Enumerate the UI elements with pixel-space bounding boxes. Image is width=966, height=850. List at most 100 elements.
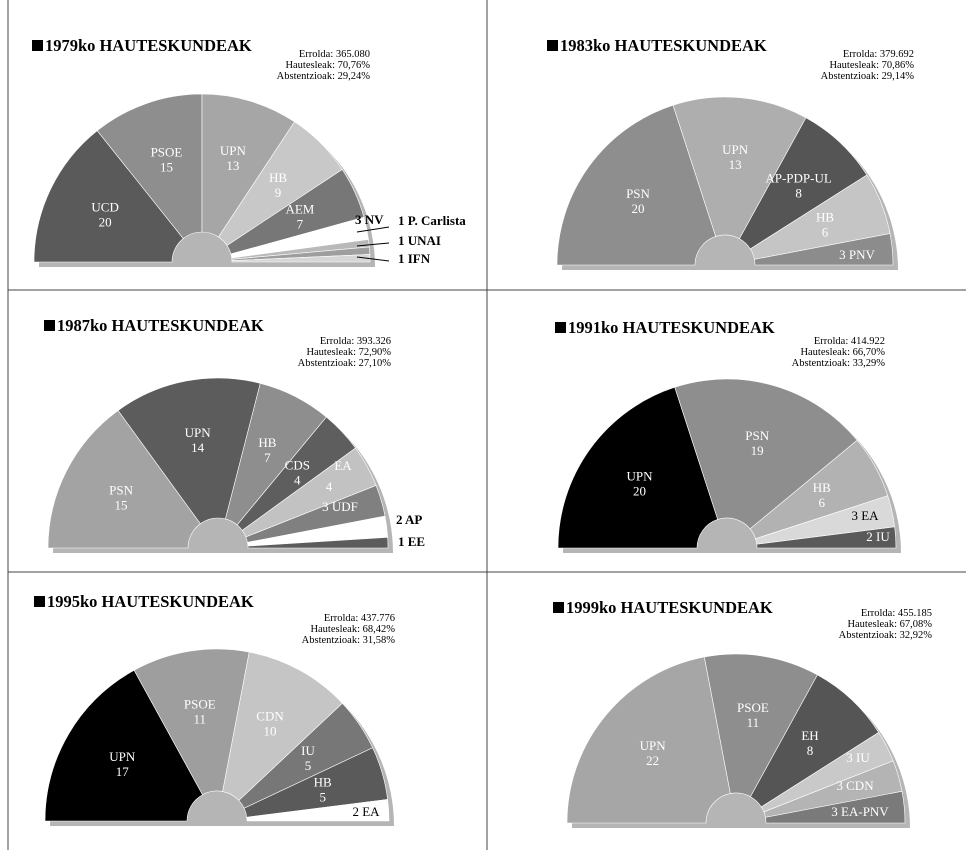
slice-label: 1 EE bbox=[398, 534, 425, 549]
chart-stats: Errolda: 365.080 Hautesleak: 70,76% Abst… bbox=[277, 49, 370, 82]
slice-label: CDN bbox=[256, 709, 284, 724]
panel-1999: 1999ko HAUTESKUNDEAK Errolda: 455.185 Ha… bbox=[487, 572, 966, 850]
slice-label: 13 bbox=[226, 158, 239, 173]
slice-label: 3 IU bbox=[846, 750, 870, 765]
stat-hautesleak: Hautesleak: 66,70% bbox=[800, 347, 885, 358]
slice-label: 1 IFN bbox=[398, 251, 431, 266]
slice-label: 19 bbox=[751, 443, 764, 458]
slice-label: 2 EA bbox=[352, 804, 380, 819]
slice-label: 4 bbox=[326, 479, 333, 494]
slice-label: UPN bbox=[722, 142, 749, 157]
slice-label: 15 bbox=[160, 160, 173, 175]
slice-psoe bbox=[96, 93, 203, 239]
slice-ea-pnv bbox=[765, 790, 906, 824]
slice-label: 2 AP bbox=[396, 512, 422, 527]
title-bullet-icon bbox=[555, 322, 566, 333]
slice-iu bbox=[756, 526, 897, 549]
stat-abstentzioak: Abstentzioak: 31,58% bbox=[301, 635, 395, 646]
stat-abstentzioak: Abstentzioak: 33,29% bbox=[791, 358, 885, 369]
slice-label: 17 bbox=[116, 764, 130, 779]
slice-label: 1 P. Carlista bbox=[398, 213, 466, 228]
slice-upn bbox=[557, 386, 719, 549]
slice-label: IU bbox=[301, 743, 315, 758]
slice-label: PSN bbox=[626, 186, 650, 201]
stat-abstentzioak: Abstentzioak: 29,24% bbox=[276, 71, 370, 82]
panel-1995: 1995ko HAUTESKUNDEAK Errolda: 437.776 Ha… bbox=[0, 572, 487, 850]
slice-label: HB bbox=[258, 435, 276, 450]
title-bullet-icon bbox=[547, 40, 558, 51]
slice-label: PSOE bbox=[151, 145, 183, 160]
slice-label: CDS bbox=[285, 458, 310, 473]
slice-label: HB bbox=[269, 170, 287, 185]
slice-ee bbox=[247, 537, 389, 549]
chart-stats: Errolda: 455.185 Hautesleak: 67,08% Abst… bbox=[839, 608, 932, 641]
stat-errolda: Errolda: 437.776 bbox=[323, 613, 395, 624]
chart-stats: Errolda: 379.692 Hautesleak: 70,86% Abst… bbox=[821, 49, 914, 82]
panel-1987: 1987ko HAUTESKUNDEAK Errolda: 393.326 Ha… bbox=[0, 290, 487, 572]
stat-hautesleak: Hautesleak: 67,08% bbox=[847, 619, 932, 630]
slice-label: 7 bbox=[264, 450, 271, 465]
slice-label: 5 bbox=[305, 758, 312, 773]
slice-label: 6 bbox=[819, 495, 826, 510]
panel-1983: 1983ko HAUTESKUNDEAK Errolda: 379.692 Ha… bbox=[487, 0, 966, 290]
slice-cdn bbox=[222, 651, 343, 801]
panel-1991: 1991ko HAUTESKUNDEAK Errolda: 414.922 Ha… bbox=[487, 290, 966, 572]
stat-errolda: Errolda: 455.185 bbox=[860, 608, 932, 619]
leader-line bbox=[356, 242, 390, 247]
chart-title: 1999ko HAUTESKUNDEAK bbox=[553, 598, 773, 618]
slice-label: 3 EA bbox=[851, 508, 879, 523]
slice-label: 3 EA-PNV bbox=[831, 804, 889, 819]
slice-upn bbox=[566, 656, 731, 824]
leader-line bbox=[356, 256, 390, 262]
chart-title: 1995ko HAUTESKUNDEAK bbox=[34, 592, 254, 612]
slice-label: 13 bbox=[729, 157, 742, 172]
slice-ucd bbox=[33, 130, 184, 263]
slice-label: 1 UNAI bbox=[398, 233, 441, 248]
slice-label: 20 bbox=[632, 201, 645, 216]
slice-label: AEM bbox=[285, 202, 314, 217]
slice-psoe bbox=[133, 648, 250, 796]
stat-errolda: Errolda: 393.326 bbox=[319, 336, 391, 347]
slice-label: 9 bbox=[275, 185, 282, 200]
slice-label: 3 UDF bbox=[322, 499, 358, 514]
slice-label: PSN bbox=[109, 483, 133, 498]
slice-label: 7 bbox=[297, 217, 304, 232]
title-bullet-icon bbox=[553, 602, 564, 613]
slice-label: 2 IU bbox=[866, 529, 890, 544]
slice-label: EH bbox=[801, 728, 818, 743]
slice-label: 3 CDN bbox=[836, 778, 874, 793]
chart-title: 1991ko HAUTESKUNDEAK bbox=[555, 318, 775, 338]
chart-stats: Errolda: 414.922 Hautesleak: 66,70% Abst… bbox=[792, 336, 885, 369]
stat-errolda: Errolda: 414.922 bbox=[813, 336, 885, 347]
slice-label: 6 bbox=[822, 224, 829, 239]
stat-abstentzioak: Abstentzioak: 27,10% bbox=[297, 358, 391, 369]
slice-label: HB bbox=[816, 209, 834, 224]
slice-label: 4 bbox=[294, 473, 301, 488]
title-bullet-icon bbox=[34, 596, 45, 607]
slice-label: 3 NV bbox=[355, 212, 384, 227]
slice-ifn bbox=[231, 254, 371, 263]
slice-label: PSOE bbox=[737, 700, 769, 715]
chart-title: 1983ko HAUTESKUNDEAK bbox=[547, 36, 767, 56]
chart-title: 1979ko HAUTESKUNDEAK bbox=[32, 36, 252, 56]
leader-line bbox=[356, 226, 390, 233]
slice-label: 10 bbox=[264, 724, 277, 739]
panel-1979: 1979ko HAUTESKUNDEAK Errolda: 365.080 Ha… bbox=[0, 0, 487, 290]
slice-label: 15 bbox=[115, 498, 128, 513]
slice-label: 14 bbox=[191, 440, 205, 455]
slice-label: 20 bbox=[99, 214, 112, 229]
stat-errolda: Errolda: 379.692 bbox=[842, 49, 914, 60]
slice-label: AP-PDP-UL bbox=[765, 171, 832, 186]
slice-label: 8 bbox=[807, 743, 814, 758]
title-bullet-icon bbox=[44, 320, 55, 331]
slice-pnv bbox=[754, 233, 894, 266]
slice-label: UCD bbox=[91, 199, 118, 214]
slice-psn bbox=[674, 378, 858, 530]
